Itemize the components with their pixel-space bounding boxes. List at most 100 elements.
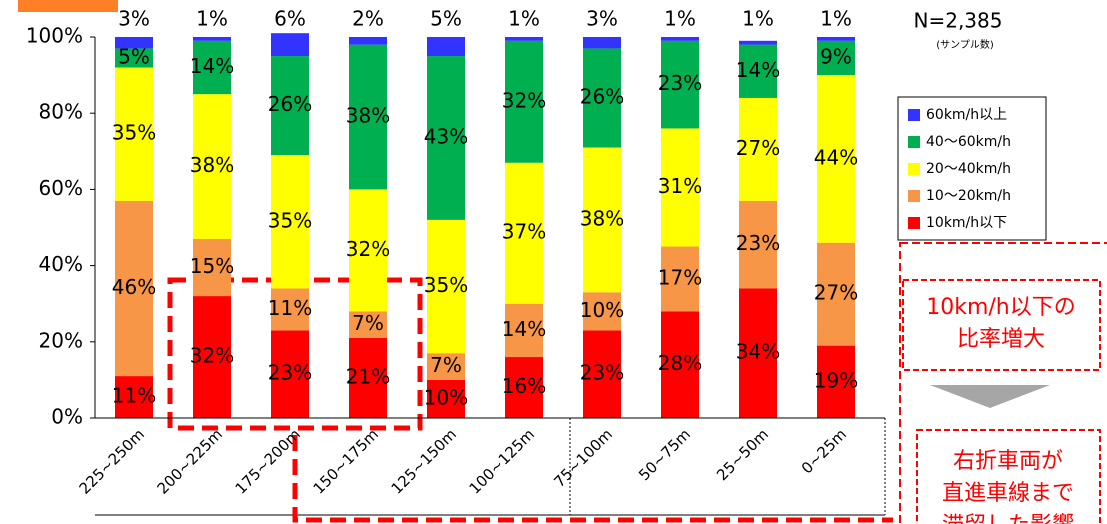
value-label: 14% bbox=[190, 54, 234, 78]
bar-segment bbox=[349, 337, 387, 418]
value-label: 17% bbox=[658, 265, 702, 289]
bar-segment bbox=[193, 238, 231, 297]
bar-segment bbox=[739, 97, 777, 201]
bar-segment bbox=[505, 37, 543, 41]
value-label: 16% bbox=[502, 374, 546, 398]
value-label: 35% bbox=[268, 208, 312, 232]
value-label: 46% bbox=[112, 275, 156, 299]
value-label: 19% bbox=[814, 368, 858, 392]
value-label: 1% bbox=[664, 7, 696, 31]
value-label: 7% bbox=[352, 311, 384, 335]
bar-segment bbox=[817, 37, 855, 41]
value-label: 34% bbox=[736, 340, 780, 364]
value-label: 32% bbox=[190, 344, 234, 368]
arrow bbox=[930, 385, 1050, 408]
value-label: 1% bbox=[820, 7, 852, 31]
bar-segment bbox=[583, 48, 621, 148]
bar-segment bbox=[427, 379, 465, 418]
bar-segment bbox=[115, 37, 153, 49]
value-label: 14% bbox=[502, 317, 546, 341]
bar-segment bbox=[817, 40, 855, 76]
bar-segment bbox=[193, 94, 231, 239]
bar-segment bbox=[739, 288, 777, 418]
legend-swatch bbox=[908, 109, 920, 121]
y-tick-label: 100% bbox=[26, 24, 83, 48]
value-label: 11% bbox=[112, 384, 156, 408]
value-label: 28% bbox=[658, 351, 702, 375]
x-tick-label: 75~100m bbox=[550, 425, 616, 491]
bar-segment bbox=[271, 33, 309, 57]
sample-label: (サンプル数) bbox=[936, 38, 994, 51]
bar-segment bbox=[115, 376, 153, 418]
x-tick-label: 100~125m bbox=[466, 425, 538, 497]
value-label: 26% bbox=[268, 92, 312, 116]
legend-label: 20〜40km/h bbox=[926, 161, 1011, 177]
bar-segment bbox=[739, 44, 777, 98]
value-label: 27% bbox=[736, 136, 780, 160]
value-label: 15% bbox=[190, 254, 234, 278]
value-label: 32% bbox=[502, 88, 546, 112]
x-tick-label: 50~75m bbox=[635, 425, 694, 484]
x-tick-label: 150~175m bbox=[310, 425, 382, 497]
bar-segment bbox=[271, 330, 309, 418]
value-label: 26% bbox=[580, 84, 624, 108]
legend-box bbox=[897, 96, 1047, 241]
annotation-box bbox=[902, 279, 1101, 371]
y-tick-label: 60% bbox=[39, 176, 83, 200]
bar-segment bbox=[505, 162, 543, 304]
bar-segment bbox=[271, 155, 309, 289]
highlight-box bbox=[292, 435, 893, 523]
bar-segment bbox=[349, 311, 387, 338]
value-label: 2% bbox=[352, 7, 384, 31]
bar-segment bbox=[349, 189, 387, 312]
y-tick-label: 0% bbox=[51, 405, 83, 429]
value-label: 23% bbox=[658, 71, 702, 95]
value-label: 32% bbox=[346, 237, 390, 261]
y-tick-label: 20% bbox=[39, 328, 83, 352]
bar-segment bbox=[817, 345, 855, 418]
bar-segment bbox=[583, 330, 621, 418]
y-tick-label: 80% bbox=[39, 100, 83, 124]
x-tick-label: 200~225m bbox=[154, 425, 226, 497]
value-label: 43% bbox=[424, 124, 468, 148]
value-label: 44% bbox=[814, 145, 858, 169]
legend-label: 40〜60km/h bbox=[926, 134, 1011, 150]
value-label: 1% bbox=[742, 7, 774, 31]
x-tick-label: 125~150m bbox=[388, 425, 460, 497]
bar-segment bbox=[427, 353, 465, 380]
x-tick-label: 225~250m bbox=[76, 425, 148, 497]
bar-segment bbox=[583, 147, 621, 293]
legend-label: 10〜20km/h bbox=[926, 188, 1011, 204]
value-label: 23% bbox=[268, 361, 312, 385]
value-label: 23% bbox=[580, 361, 624, 385]
value-label: 27% bbox=[814, 281, 858, 305]
value-label: 3% bbox=[118, 7, 150, 31]
annotation: 比率増大 bbox=[957, 327, 1045, 352]
value-label: 10% bbox=[424, 385, 468, 409]
bar-segment bbox=[193, 296, 231, 418]
bar-segment bbox=[427, 219, 465, 354]
header-tab bbox=[18, 0, 118, 12]
value-label: 21% bbox=[346, 364, 390, 388]
legend-swatch bbox=[908, 190, 920, 202]
bar-segment bbox=[661, 40, 699, 129]
sample-size: N=2,385 bbox=[914, 9, 1003, 33]
bar-segment bbox=[661, 246, 699, 312]
bar-segment bbox=[193, 37, 231, 41]
y-tick-label: 40% bbox=[39, 252, 83, 276]
bar-segment bbox=[583, 292, 621, 331]
value-label: 11% bbox=[268, 296, 312, 320]
bar-segment bbox=[115, 67, 153, 201]
value-label: 37% bbox=[502, 220, 546, 244]
bar-segment bbox=[427, 37, 465, 57]
bar-segment bbox=[115, 48, 153, 68]
annotation: 右折車両が bbox=[953, 449, 1063, 474]
bar-segment bbox=[505, 40, 543, 163]
bar-segment bbox=[349, 37, 387, 45]
value-label: 38% bbox=[580, 206, 624, 230]
value-label: 9% bbox=[820, 44, 852, 68]
bar-segment bbox=[661, 37, 699, 41]
x-tick-label: 0~25m bbox=[798, 425, 850, 477]
value-label: 1% bbox=[508, 7, 540, 31]
